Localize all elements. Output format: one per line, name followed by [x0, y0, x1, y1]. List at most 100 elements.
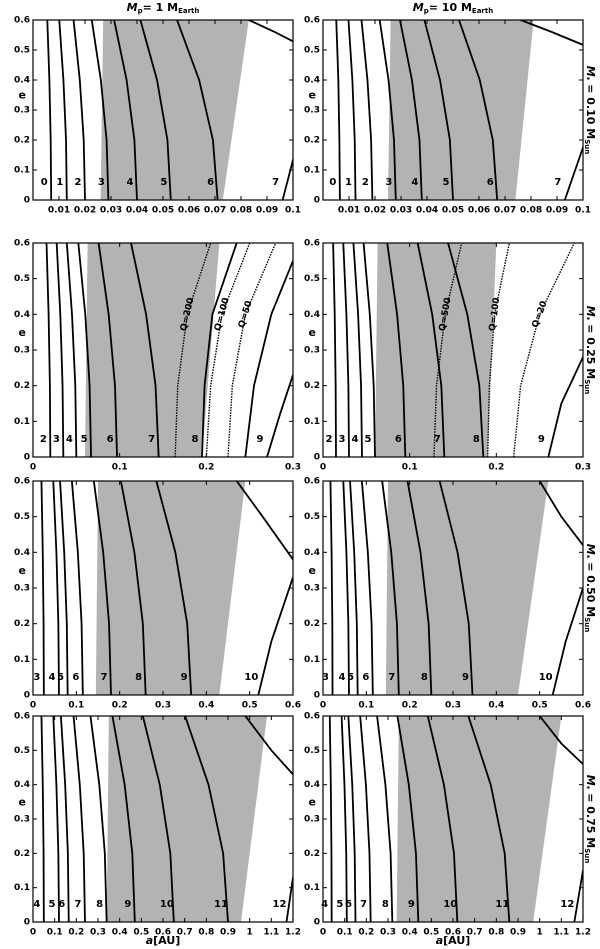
x-tick-label: 0.5	[532, 701, 548, 711]
y-tick-label: 0.6	[14, 712, 30, 722]
label-subscript: Sun	[583, 379, 591, 394]
contour-curve	[362, 243, 376, 457]
contour-curve	[551, 587, 583, 695]
curve-label: 1	[56, 177, 63, 188]
contour-curve	[244, 716, 293, 775]
y-tick-label: 0.2	[14, 136, 30, 146]
contour-curve	[40, 716, 45, 922]
contour-curve	[538, 716, 583, 765]
y-axis-label: e	[19, 796, 26, 809]
curve-label: Q=50	[237, 300, 255, 329]
y-tick-label: 0.5	[304, 746, 320, 756]
row-label: M* = 0.10 MSun	[583, 66, 597, 154]
x-tick-label: 0.2	[112, 701, 128, 711]
contour-curve	[248, 20, 293, 43]
y-tick-label: 0.1	[14, 166, 30, 176]
y-tick-label: 0	[24, 691, 30, 701]
x-tick-label: 0	[320, 463, 326, 473]
shaded-region	[95, 481, 246, 695]
y-tick-label: 0.2	[304, 619, 320, 629]
curve-label: 7	[360, 899, 367, 910]
curve-label: 6	[58, 899, 65, 910]
curve-label: 7	[554, 177, 561, 188]
contour-curve	[52, 716, 60, 922]
x-tick-label: 0.02	[74, 206, 96, 216]
curve-label: 2	[362, 177, 369, 188]
label-part: M	[584, 544, 597, 555]
curve-label: 5	[160, 177, 167, 188]
x-tick-label: 0.05	[442, 206, 464, 216]
curve-label: 10	[244, 672, 258, 683]
contour-curve	[329, 481, 334, 695]
curve-label: 11	[495, 899, 509, 910]
x-tick-label: 0.3	[445, 701, 461, 711]
curve-label: 7	[388, 672, 395, 683]
curve-label: 6	[395, 434, 402, 445]
contour-curve	[458, 20, 499, 200]
contour-curve	[386, 243, 407, 457]
column-title: Mp= 1 MEarth	[127, 1, 200, 15]
y-tick-label: 0.4	[304, 780, 320, 790]
curve-label: 8	[473, 434, 480, 445]
x-tick-label: 0.1	[285, 206, 301, 216]
x-tick-label: 0.9	[510, 928, 526, 938]
curve-label: 8	[382, 899, 389, 910]
contour-curve	[360, 20, 374, 200]
y-tick-label: 0.4	[304, 310, 320, 320]
x-axis-variable: a	[436, 934, 443, 947]
contour-curve	[55, 243, 65, 457]
contour-curve	[257, 577, 293, 695]
y-tick-label: 0.1	[304, 655, 320, 665]
curve-label: 5	[365, 434, 372, 445]
x-tick-label: 0.04	[416, 206, 438, 216]
contour-curve	[447, 243, 485, 457]
y-tick-label: 0.5	[304, 46, 320, 56]
x-tick-label: 0.8	[488, 928, 504, 938]
curve-label: 7	[75, 899, 82, 910]
contour-curve	[90, 20, 110, 200]
x-tick-label: 1.2	[285, 928, 301, 938]
x-tick-label: 0.6	[285, 701, 301, 711]
y-tick-label: 0.2	[304, 381, 320, 391]
contour-curve	[266, 374, 293, 457]
y-tick-label: 0.4	[14, 76, 30, 86]
shaded-region	[385, 481, 549, 695]
row-label: M* = 0.25 MSun	[583, 306, 597, 394]
contour-curve	[563, 144, 583, 200]
y-tick-label: 0.5	[14, 274, 30, 284]
curve-label: 3	[322, 672, 329, 683]
panel	[332, 243, 583, 457]
y-tick-label: 0.2	[14, 849, 30, 859]
curve-label: 10	[539, 672, 553, 683]
y-tick-label: 0.3	[304, 346, 320, 356]
x-tick-label: 0.1	[402, 463, 418, 473]
y-tick-label: 0.3	[14, 815, 30, 825]
contour-curve	[52, 481, 60, 695]
y-tick-label: 0.6	[304, 239, 320, 249]
curve-label: 5	[81, 434, 88, 445]
y-tick-label: 0.5	[14, 746, 30, 756]
x-tick-label: 1.2	[575, 928, 591, 938]
contour-curve	[119, 481, 147, 695]
y-tick-label: 0.6	[14, 16, 30, 26]
panel	[328, 716, 583, 922]
contour-curve	[45, 243, 52, 457]
label-part: = 0.25 M	[584, 320, 597, 379]
curve-label: 2	[75, 177, 82, 188]
y-tick-label: 0.3	[14, 584, 30, 594]
contour-curve	[376, 716, 394, 922]
curve-label: 5	[443, 177, 450, 188]
y-tick-label: 0.4	[304, 548, 320, 558]
curve-label: 8	[192, 434, 199, 445]
title-subscript: p	[138, 7, 143, 15]
contour-curve	[467, 716, 511, 922]
curve-label: 12	[273, 899, 287, 910]
x-tick-label: 0.3	[575, 463, 591, 473]
curve-label: 6	[345, 899, 352, 910]
label-subscript: *	[583, 317, 591, 321]
contour-curve	[111, 716, 136, 922]
shaded-region	[388, 20, 534, 200]
y-tick-label: 0.6	[304, 16, 320, 26]
y-tick-label: 0.3	[304, 584, 320, 594]
row-label: M* = 0.50 MSun	[583, 544, 597, 632]
